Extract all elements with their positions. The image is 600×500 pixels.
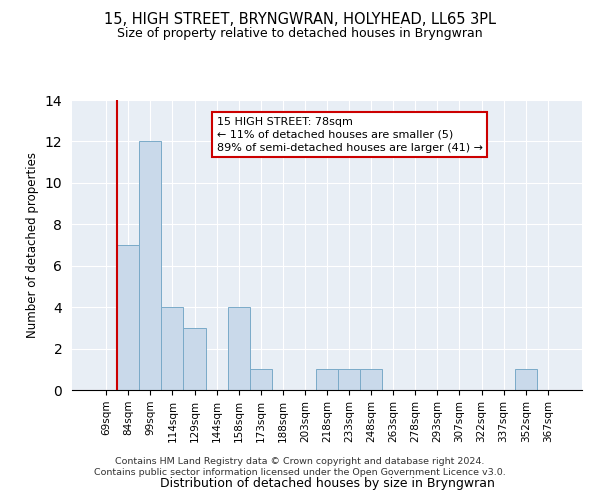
Bar [227,307,250,390]
Bar [360,370,382,390]
Text: Distribution of detached houses by size in Bryngwran: Distribution of detached houses by size … [160,477,494,490]
Bar [139,142,161,390]
Text: Size of property relative to detached houses in Bryngwran: Size of property relative to detached ho… [117,28,483,40]
Y-axis label: Number of detached properties: Number of detached properties [26,152,39,338]
Text: 15, HIGH STREET, BRYNGWRAN, HOLYHEAD, LL65 3PL: 15, HIGH STREET, BRYNGWRAN, HOLYHEAD, LL… [104,12,496,28]
Bar [316,370,338,390]
Bar [515,370,537,390]
Text: Contains HM Land Registry data © Crown copyright and database right 2024.
Contai: Contains HM Land Registry data © Crown c… [94,458,506,477]
Bar [161,307,184,390]
Text: 15 HIGH STREET: 78sqm
← 11% of detached houses are smaller (5)
89% of semi-detac: 15 HIGH STREET: 78sqm ← 11% of detached … [217,116,482,153]
Bar [338,370,360,390]
Bar [250,370,272,390]
Bar [184,328,206,390]
Bar [117,245,139,390]
